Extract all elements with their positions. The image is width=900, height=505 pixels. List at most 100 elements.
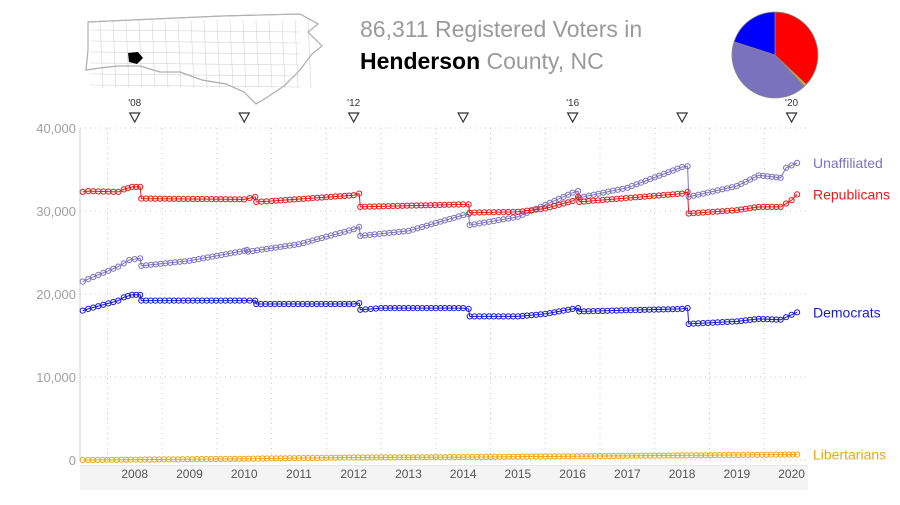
democrats-point (604, 307, 611, 314)
democrats-point (419, 305, 426, 312)
election-marker-icon (128, 112, 141, 124)
democrats-point (733, 318, 740, 325)
democrats-point (575, 305, 582, 312)
democrats-point (304, 300, 311, 308)
republicans-point (305, 195, 312, 202)
republicans-point (273, 197, 280, 204)
republicans-point (241, 196, 248, 203)
democrats-point (391, 305, 398, 312)
democrats-point (285, 300, 292, 308)
democrats-point (764, 316, 771, 323)
libertarians-point (619, 452, 626, 459)
republicans-point (519, 208, 526, 215)
unaffiliated-point (218, 251, 225, 259)
libertarians-point (528, 453, 535, 460)
republicans-point (733, 207, 740, 214)
libertarians-point (455, 454, 462, 461)
unaffiliated-point (254, 247, 261, 254)
republicans-point (738, 206, 745, 213)
republicans-point (788, 197, 795, 204)
libertarians-point (569, 453, 576, 460)
republicans-point (208, 196, 215, 203)
libertarians-point (487, 453, 494, 460)
democrats-point (318, 300, 325, 308)
libertarians-point (501, 453, 508, 460)
x-tick-label: 2013 (395, 467, 422, 481)
democrats-point (437, 305, 444, 312)
libertarians-point (794, 451, 801, 458)
libertarians-point (245, 455, 252, 462)
republicans-point (309, 195, 316, 202)
pie-slice-democrats (733, 11, 776, 56)
libertarians-point (628, 452, 636, 459)
libertarians-point (606, 452, 613, 460)
libertarians-point (405, 454, 412, 461)
unaffiliated-point (291, 241, 298, 248)
unaffiliated-point (200, 255, 207, 262)
libertarians-point (478, 453, 485, 461)
y-tick-label: 40,000 (36, 121, 76, 136)
libertarians-point (610, 452, 617, 460)
democrats-point (542, 310, 549, 317)
republicans-point (669, 191, 676, 198)
libertarians-point (592, 453, 599, 460)
election-marker-icon (457, 112, 470, 124)
democrats-point (257, 300, 264, 308)
libertarians-point (460, 454, 467, 461)
county-border (89, 62, 301, 66)
libertarians-point (565, 453, 572, 460)
county-border (112, 19, 117, 89)
democrats-point (627, 307, 634, 314)
democrats-point (133, 291, 140, 298)
unaffiliated-point (95, 271, 102, 278)
libertarians-point (665, 452, 672, 459)
county-border (89, 51, 301, 55)
libertarians-point (647, 452, 654, 459)
republicans-point (418, 202, 425, 209)
libertarians-point (432, 454, 439, 461)
democrats-point (382, 305, 389, 312)
democrats-point (299, 300, 306, 308)
unaffiliated-point (105, 267, 112, 274)
republicans-point (356, 190, 363, 197)
libertarians-point (679, 452, 686, 459)
republicans-point (231, 196, 238, 203)
democrats-point (565, 306, 572, 313)
libertarians-point (660, 452, 668, 459)
libertarians-point (624, 452, 631, 459)
democrats-point (585, 308, 592, 315)
libertarians-point (546, 453, 553, 460)
election-marker-icon (347, 112, 360, 124)
republicans-point (246, 195, 253, 202)
democrats-point (128, 291, 136, 298)
republicans-point (646, 193, 653, 200)
republicans-point (357, 203, 364, 210)
republicans-point (282, 197, 289, 204)
republicans-point (375, 203, 383, 210)
democrats-point (290, 300, 297, 308)
libertarians-point (254, 455, 261, 462)
democrats-point (777, 316, 784, 323)
democrats-series-label: Democrats (813, 304, 881, 320)
unaffiliated-point (777, 174, 784, 181)
unaffiliated-point (241, 247, 248, 254)
democrats-point (514, 313, 522, 320)
unaffiliated-point (684, 163, 691, 170)
republicans-point (346, 192, 353, 199)
county-border (151, 19, 156, 89)
republicans-point (327, 193, 334, 200)
libertarians-point (651, 452, 658, 459)
county-border (99, 19, 104, 89)
libertarians-point (441, 454, 448, 461)
unaffiliated-point (90, 273, 97, 281)
republicans-point (286, 196, 293, 203)
republicans-point (768, 203, 776, 210)
democrats-point (537, 311, 544, 318)
republicans-point (751, 204, 758, 211)
unaffiliated-point (100, 269, 107, 276)
democrats-point (465, 305, 472, 312)
republicans-point (133, 183, 140, 190)
libertarians-point (669, 452, 677, 459)
republicans-point (350, 192, 357, 199)
election-marker-icon (785, 112, 798, 124)
